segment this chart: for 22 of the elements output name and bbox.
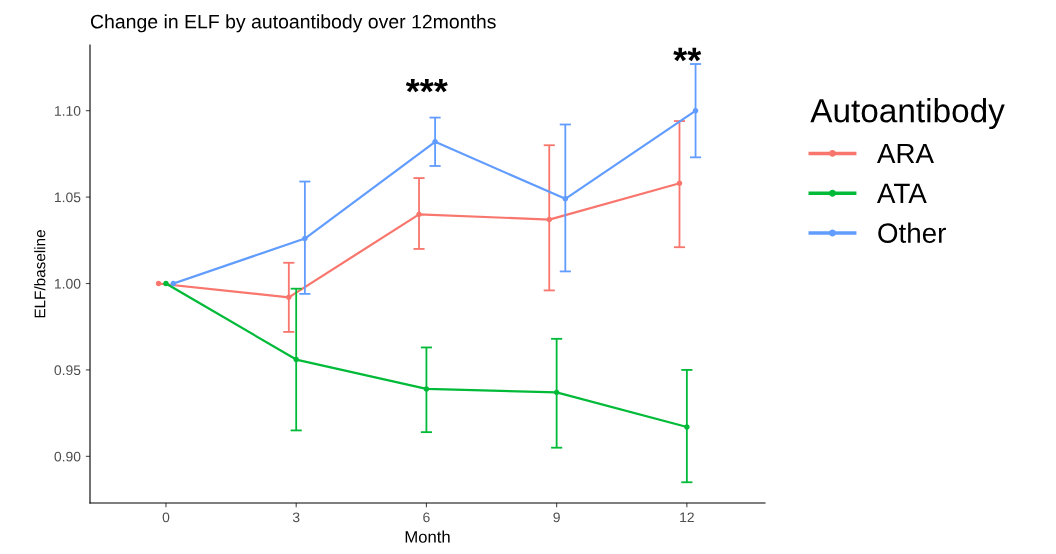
y-tick-label: 1.05 [55,192,81,203]
legend-label: ARA [876,144,934,164]
y-tick-label: 1.00 [55,278,81,289]
point [155,280,162,287]
x-tick-label: 3 [292,512,300,523]
legend-title: Autoantibody [810,98,1005,130]
y-tick-label: 1.10 [55,106,81,116]
annotation: ** [673,47,702,62]
x-axis-title: Month [405,530,450,543]
chart-title: Change in ELF by autoantibody over 12months [90,14,496,33]
y-axis-title: ELF/baseline [34,230,46,318]
x-tick-label: 12 [680,512,694,523]
legend-label: Other [878,222,946,243]
y-tick-label: 0.90 [54,451,81,462]
legend-label: ATA [876,183,927,203]
y-tick-label: 0.95 [54,365,81,376]
annotation: *** [405,78,448,93]
x-tick-label: 0 [162,512,170,523]
x-tick-label: 6 [423,512,430,523]
point [170,280,177,287]
x-tick-label: 9 [553,512,560,523]
point [163,280,169,287]
